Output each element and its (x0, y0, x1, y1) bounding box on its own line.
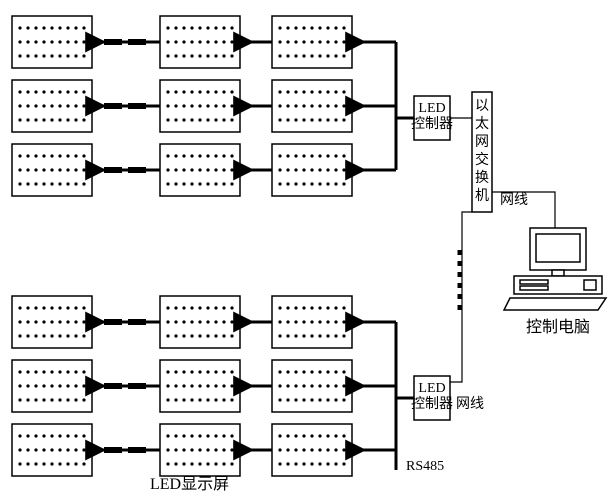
led-controller-label: LED (418, 381, 445, 396)
diagram-canvas: LED控制器LED控制器以太网交换机控制电脑网线网线RS485LED显示屏 (0, 0, 612, 500)
ellipsis-dash (104, 103, 122, 109)
ellipsis-dash (104, 39, 122, 45)
rs485-label: RS485 (406, 459, 444, 474)
ethernet-switch-label: 交 (475, 151, 489, 168)
ellipsis-dash (128, 103, 146, 109)
ellipsis-dash (128, 39, 146, 45)
led-controller-label: LED (418, 101, 445, 116)
ellipsis-dash (104, 447, 122, 453)
ethernet-switch-label: 以 (475, 99, 489, 114)
ellipsis-dash (104, 167, 122, 173)
vertical-ellipsis (458, 261, 463, 266)
vertical-ellipsis (458, 272, 463, 277)
ethernet-switch-label: 太 (475, 116, 489, 132)
ellipsis-dash (128, 167, 146, 173)
ethernet-switch-label: 机 (475, 188, 489, 204)
net2-label: 网线 (456, 396, 484, 412)
ellipsis-dash (104, 319, 122, 325)
computer-label: 控制电脑 (526, 318, 590, 336)
vertical-ellipsis (458, 250, 463, 255)
ethernet-switch-label: 网 (475, 135, 489, 150)
led-controller-label: 控制器 (411, 116, 453, 132)
net1-label: 网线 (500, 192, 528, 208)
ellipsis-dash (128, 383, 146, 389)
led-controller-label: 控制器 (411, 396, 453, 412)
ethernet-switch-label: 换 (475, 169, 489, 186)
vertical-ellipsis (458, 305, 463, 310)
vertical-ellipsis (458, 294, 463, 299)
led_display-label: LED显示屏 (150, 476, 229, 493)
vertical-ellipsis (458, 283, 463, 288)
ellipsis-dash (128, 319, 146, 325)
ellipsis-dash (104, 383, 122, 389)
ellipsis-dash (128, 447, 146, 453)
